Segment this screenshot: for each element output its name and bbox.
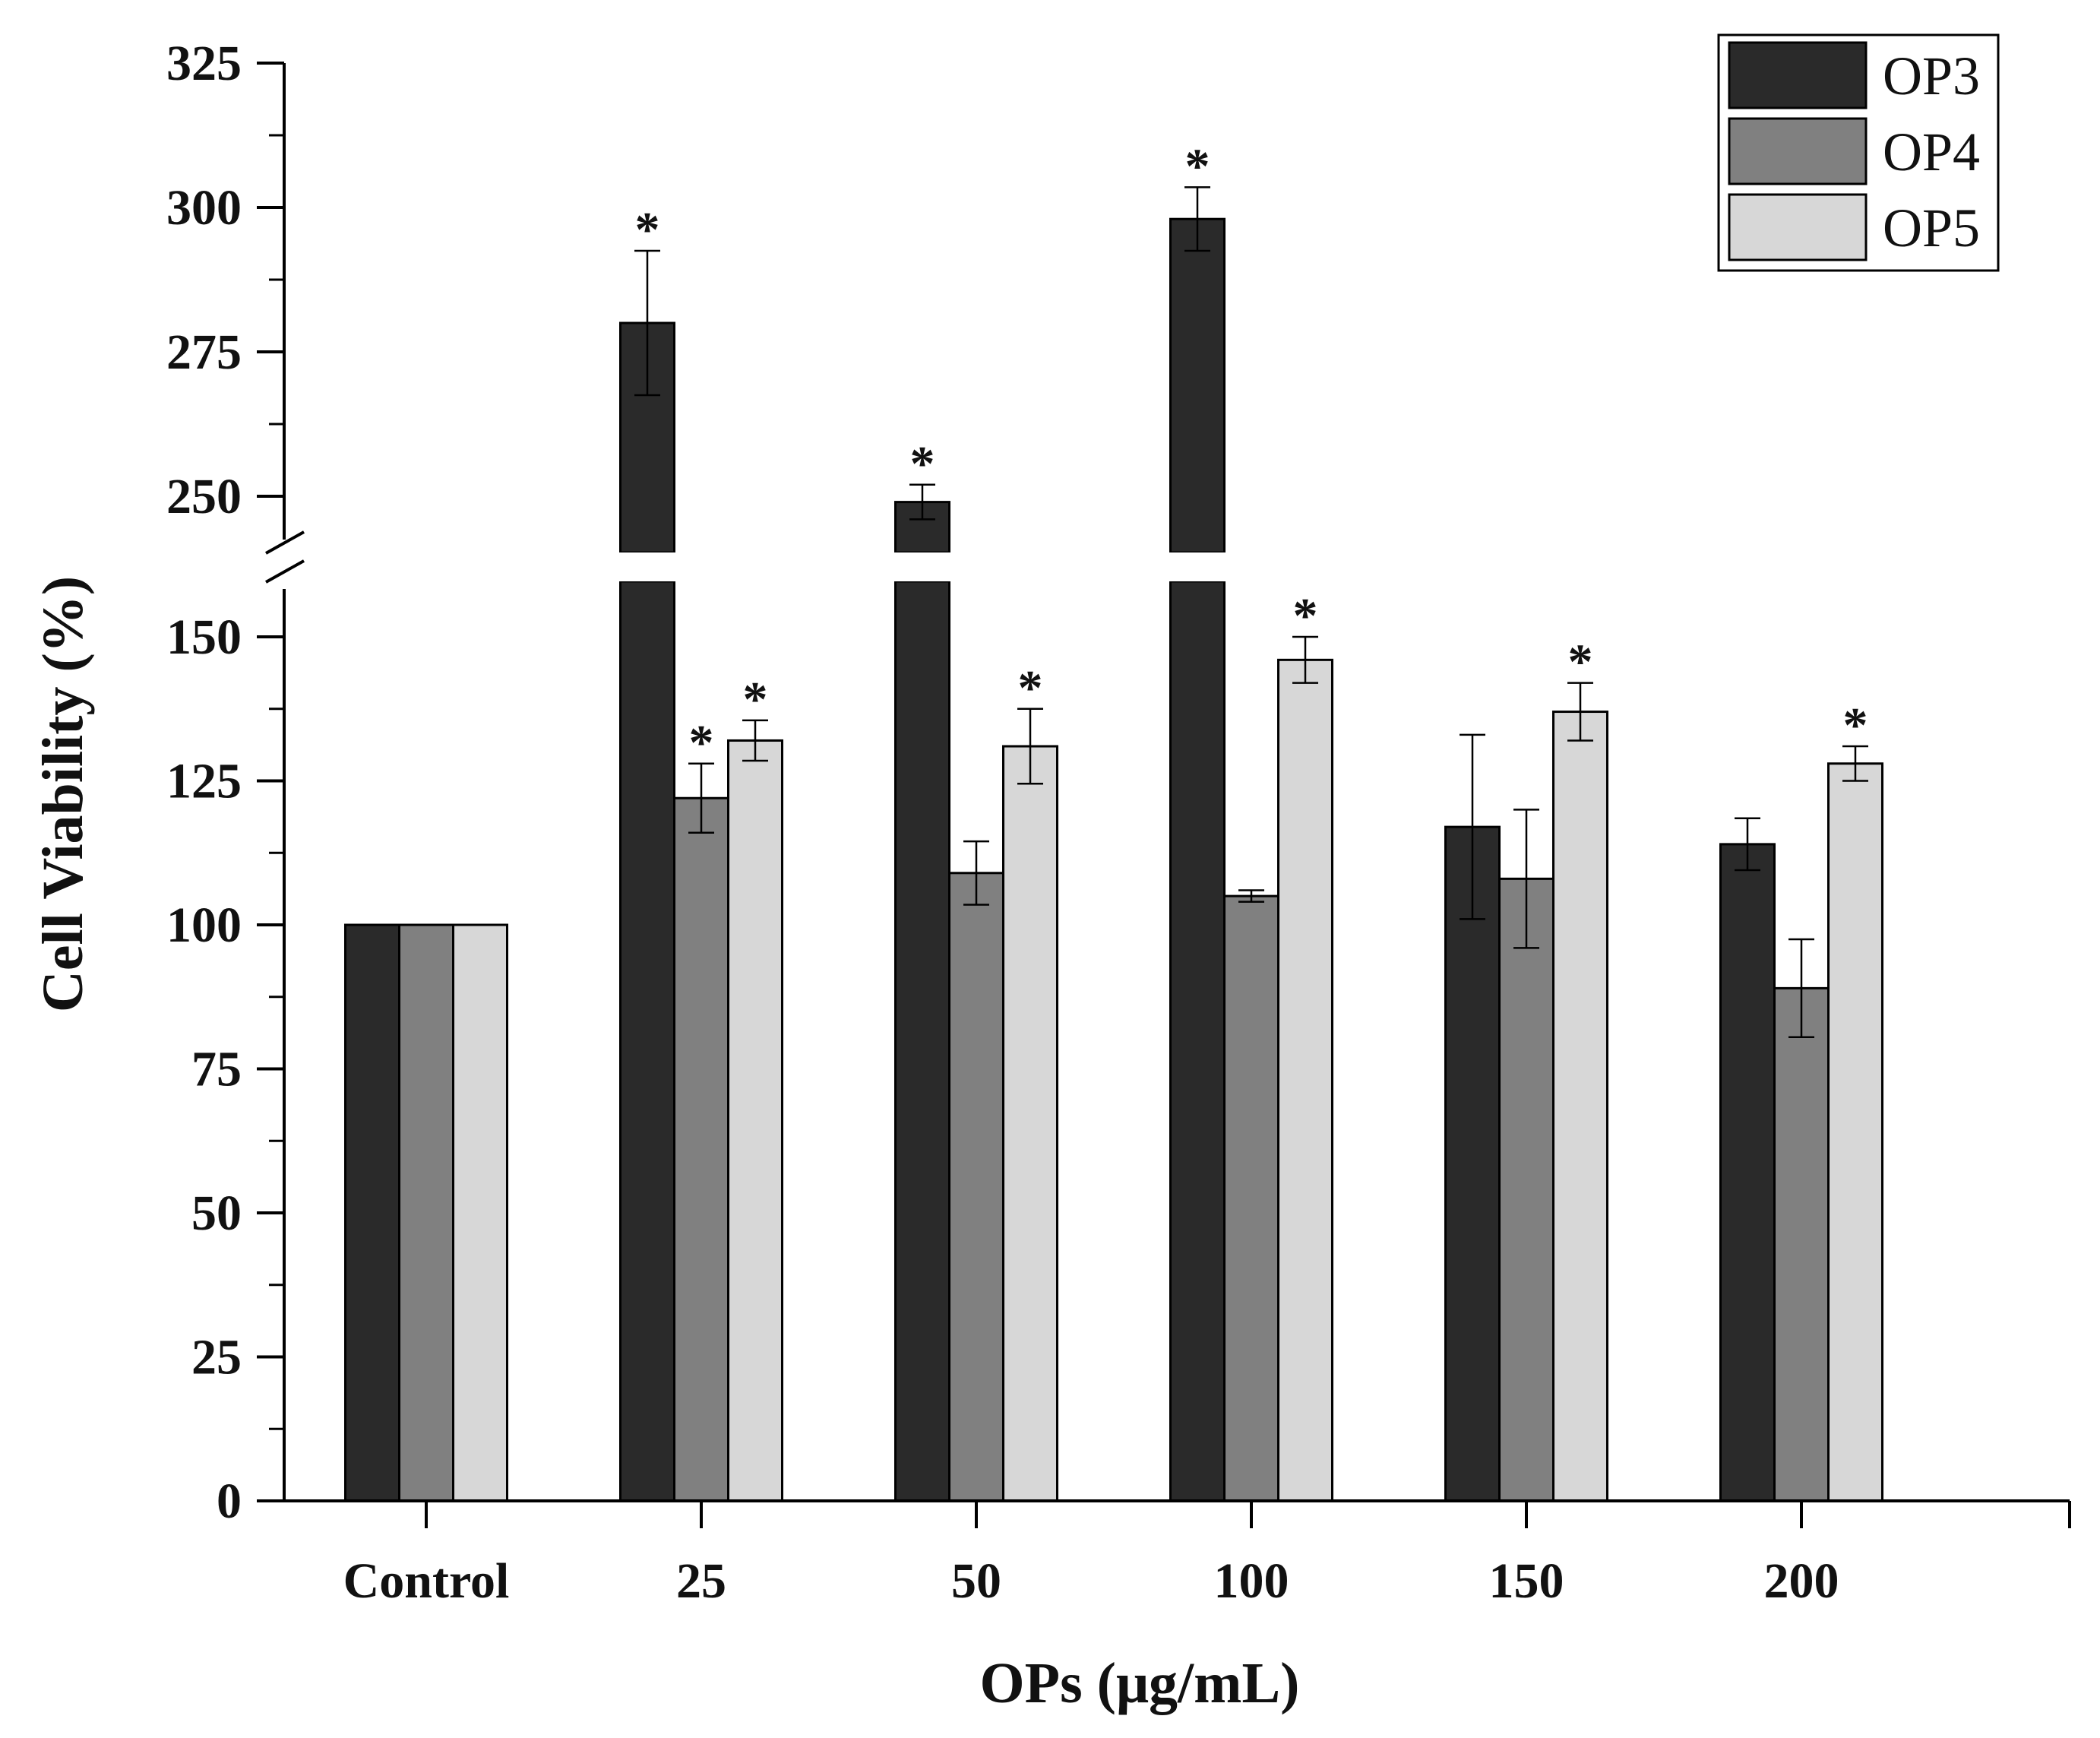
bar-op5: [1277, 658, 1333, 1502]
significance-marker: *: [1018, 660, 1043, 716]
y-tick-label: 325: [166, 36, 242, 91]
x-tick-label: 25: [676, 1553, 726, 1609]
bar-op3-lower: [619, 580, 675, 1502]
significance-marker: *: [689, 715, 714, 771]
y-tick-label: 75: [191, 1042, 242, 1097]
axes-layer: [257, 62, 2071, 1528]
y-tick-label: 300: [166, 180, 242, 236]
bar-op4: [948, 872, 1004, 1502]
significance-marker: *: [1843, 698, 1868, 753]
significance-marker: *: [1293, 588, 1318, 644]
legend-label: OP5: [1883, 198, 1980, 258]
legend-swatch-op4: [1728, 117, 1868, 185]
x-tick-label: 100: [1214, 1553, 1289, 1609]
bar-break-gap: [1169, 552, 1226, 581]
bar-op4: [1773, 986, 1830, 1502]
x-tick-label: 50: [951, 1553, 1001, 1609]
legend-label: OP3: [1883, 46, 1980, 106]
bar-op4: [1223, 894, 1279, 1502]
y-tick-label: 275: [166, 324, 242, 380]
bar-op3: [344, 923, 400, 1502]
legend-label: OP4: [1883, 122, 1980, 182]
significance-marker: *: [1185, 138, 1210, 194]
bar-op5: [1552, 711, 1608, 1502]
significance-marker: *: [635, 202, 660, 258]
y-tick-label: 250: [166, 469, 242, 524]
bar-op5: [1002, 745, 1058, 1502]
bar-break-gap: [618, 552, 676, 581]
labels-layer: * * * * * * * * * 0 25 50 75 100 125 150 250 275 300 325 Con…: [31, 36, 1868, 1715]
y-axis-title: Cell Viability (%): [31, 576, 95, 1012]
error-bars-layer: [634, 186, 1868, 1039]
y-tick-label: 125: [166, 754, 242, 809]
x-tick-label: Control: [343, 1553, 510, 1609]
x-tick-label: 200: [1764, 1553, 1839, 1609]
y-tick-label: 25: [191, 1330, 242, 1385]
legend: OP3 OP4 OP5: [1717, 33, 2000, 272]
bar-op4: [673, 796, 729, 1502]
legend-swatch-op5: [1728, 193, 1868, 261]
bar-op3-lower: [894, 580, 950, 1502]
axis-break-mark: [265, 530, 305, 555]
legend-swatch-op3: [1728, 41, 1868, 109]
bar-op5: [1827, 762, 1883, 1502]
bar-op5: [452, 923, 508, 1502]
bars-layer: [344, 217, 1883, 1502]
bar-op3: [1719, 843, 1776, 1502]
bar-op4: [398, 923, 454, 1502]
bar-op3: [1444, 825, 1501, 1502]
y-tick-label: 50: [191, 1186, 242, 1241]
significance-marker: *: [910, 436, 935, 492]
y-tick-label: 150: [166, 609, 242, 665]
significance-marker: *: [1568, 635, 1593, 690]
significance-marker: *: [743, 672, 768, 727]
x-tick-label: 150: [1489, 1553, 1564, 1609]
axis-break-mark: [265, 559, 305, 584]
y-tick-label: 0: [217, 1474, 242, 1529]
bar-op3-lower: [1169, 580, 1226, 1502]
bar-op4: [1498, 877, 1554, 1502]
y-tick-label: 100: [166, 897, 242, 953]
bar-break-gap: [893, 552, 951, 581]
bar-op5: [727, 739, 783, 1502]
x-axis-title: OPs (μg/mL): [980, 1651, 1300, 1715]
bar-op3: [1169, 217, 1226, 554]
